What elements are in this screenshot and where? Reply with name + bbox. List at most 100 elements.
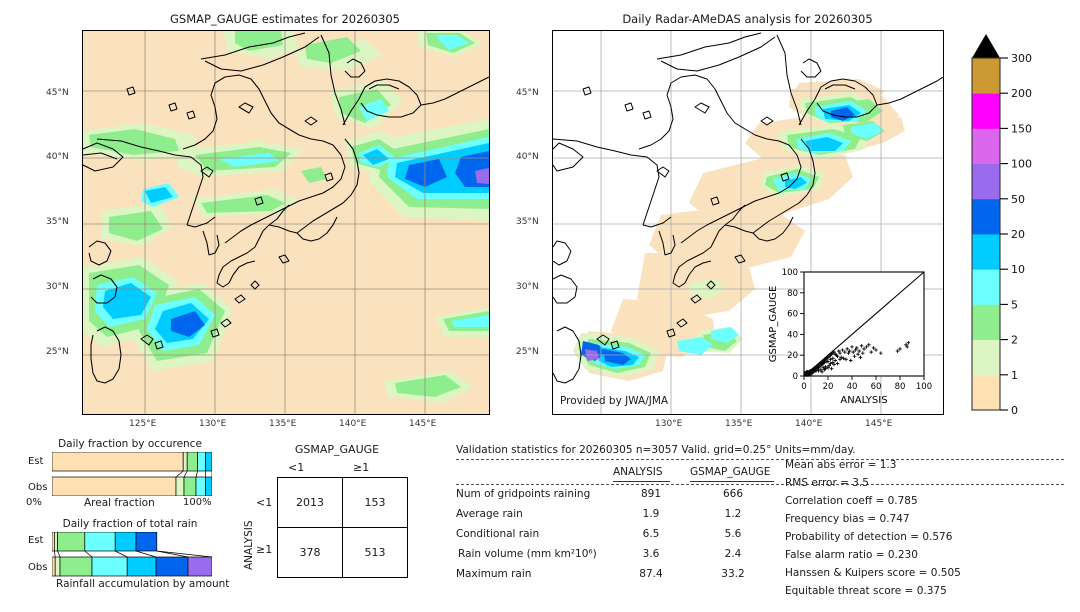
left-lon-tick-145: 145°E	[409, 419, 437, 429]
precip-band-purple	[475, 168, 489, 184]
scatter-point	[904, 343, 908, 347]
validation-row-label: Num of gridpoints raining	[456, 488, 591, 500]
scatter-point	[861, 351, 865, 355]
validation-row-label: Average rain	[456, 508, 523, 520]
colorbar-label-10: 10	[1011, 263, 1025, 276]
scatter-point	[869, 350, 873, 354]
scatter-point	[833, 358, 837, 363]
bar-segment	[52, 476, 177, 496]
right-map-coastline	[553, 32, 943, 384]
right-lon-tick-145: 145°E	[865, 419, 893, 429]
scatter-point	[846, 351, 851, 355]
left-map[interactable]	[82, 30, 490, 415]
totalrain-axis-label: Rainfall accumulation by amount	[56, 578, 230, 590]
left-map-graticule	[83, 31, 489, 414]
bar-connector	[195, 470, 198, 478]
right-lon-tick-130: 130°E	[655, 419, 683, 429]
right-lat-tick-35: 35°N	[516, 217, 539, 227]
totalrain-bar-obs	[52, 556, 212, 577]
validation-body-rule	[456, 484, 1064, 485]
occurrence-connectors	[175, 470, 212, 478]
occurrence-axis-max: 100%	[183, 497, 212, 508]
scatter-canvas: 0 20 40 60 80 100 0 20 40 60 80 100 ANAL…	[768, 268, 932, 406]
totalrain-bar-est	[52, 532, 158, 552]
bar-segment	[84, 532, 116, 552]
score-false-alarm-ratio: False alarm ratio = 0.230	[785, 549, 918, 561]
bar-connector	[57, 550, 61, 558]
scatter-xtick-40: 40	[847, 382, 858, 392]
scatter-point	[871, 346, 876, 350]
scatter-point	[832, 362, 836, 367]
contingency-table-wrap: 2013 153 378 513	[277, 477, 408, 578]
left-panel-title: GSMAP_GAUGE estimates for 20260305	[170, 12, 400, 26]
contingency-col-header-ge1: ≥1	[353, 461, 370, 474]
validation-row-gsmap: 5.6	[724, 528, 742, 540]
scatter-point	[826, 359, 830, 364]
scatter-ytick-20: 20	[787, 351, 798, 361]
score-frequency-bias: Frequency bias = 0.747	[785, 513, 910, 525]
bar-connector	[156, 550, 212, 558]
occurrence-row-label-est: Est	[28, 456, 44, 467]
scatter-point	[814, 367, 818, 372]
validation-row-gsmap: 2.4	[724, 548, 742, 560]
scatter-point	[835, 354, 840, 359]
bar-segment	[155, 556, 189, 577]
colorbar-label-100: 100	[1011, 158, 1032, 171]
scatter-ytick-60: 60	[787, 310, 798, 320]
bar-segment	[182, 452, 188, 472]
totalrain-bars[interactable]	[52, 532, 212, 577]
colorbar-label-300: 300	[1011, 52, 1032, 65]
scatter-y-axis-label: GSMAP_GAUGE	[768, 286, 779, 363]
contingency-row-group-title: ANALYSIS	[243, 520, 255, 570]
scatter-point	[826, 365, 830, 370]
scatter-ytick-80: 80	[787, 289, 798, 299]
scatter-ytick-40: 40	[787, 330, 798, 340]
left-lon-tick-125: 125°E	[129, 419, 157, 429]
scatter-point	[829, 366, 834, 371]
scatter-point	[821, 365, 825, 370]
scatter-point	[807, 370, 811, 374]
scatter-x-axis-label: ANALYSIS	[840, 395, 887, 406]
occurrence-bars[interactable]	[52, 452, 212, 496]
scatter-point	[822, 360, 827, 365]
bar-segment	[59, 556, 93, 577]
contingency-col-group-title: GSMAP_GAUGE	[294, 443, 380, 456]
colorbar-overflow-arrow	[972, 34, 1000, 58]
score-correlation-coeff: Correlation coeff = 0.785	[785, 495, 918, 507]
colorbar-label-2: 2	[1011, 334, 1018, 347]
scatter-inset[interactable]: 0 20 40 60 80 100 0 20 40 60 80 100 ANAL…	[762, 264, 937, 412]
bar-connector	[135, 550, 157, 558]
scatter-point	[855, 346, 859, 350]
bar-segment	[54, 556, 61, 577]
scatter-xtick-80: 80	[895, 382, 906, 392]
validation-row: Rain volume (mm km²10⁶) 3.6 2.4	[456, 548, 776, 566]
totalrain-chart-title: Daily fraction of total rain	[62, 518, 198, 530]
left-lat-tick-40: 40°N	[46, 152, 69, 162]
scatter-point	[838, 357, 842, 362]
colorbar-label-20: 20	[1011, 228, 1025, 241]
scatter-point	[853, 348, 858, 352]
scatter-point	[856, 352, 860, 356]
cell-obs-lt1-est-lt1: 2013	[277, 477, 343, 528]
scatter-point	[819, 367, 823, 372]
contingency-table: 2013 153 378 513	[277, 477, 408, 578]
scatter-point	[811, 366, 816, 371]
scatter-point	[820, 370, 824, 374]
scatter-point	[841, 356, 846, 361]
scatter-point	[895, 349, 900, 353]
validation-row-label: Rain volume (mm km²10⁶)	[458, 548, 597, 560]
left-lon-tick-140: 140°E	[339, 419, 367, 429]
cell-obs-ge1-est-ge1: 513	[342, 527, 408, 578]
validation-row-analysis: 891	[640, 488, 662, 500]
left-lat-tick-25: 25°N	[46, 347, 69, 357]
bar-segment	[183, 476, 197, 496]
score-probability-of-detection: Probability of detection = 0.576	[785, 531, 953, 543]
scatter-point	[898, 347, 902, 351]
scatter-point	[835, 361, 840, 366]
right-lat-tick-30: 30°N	[516, 282, 539, 292]
score-mean-abs-error: Mean abs error = 1.3	[785, 459, 897, 471]
table-row: 378 513	[277, 527, 408, 578]
scatter-point	[906, 340, 911, 345]
right-panel-title: Daily Radar-AMeDAS analysis for 20260305	[622, 12, 873, 26]
scatter-point	[858, 355, 863, 360]
